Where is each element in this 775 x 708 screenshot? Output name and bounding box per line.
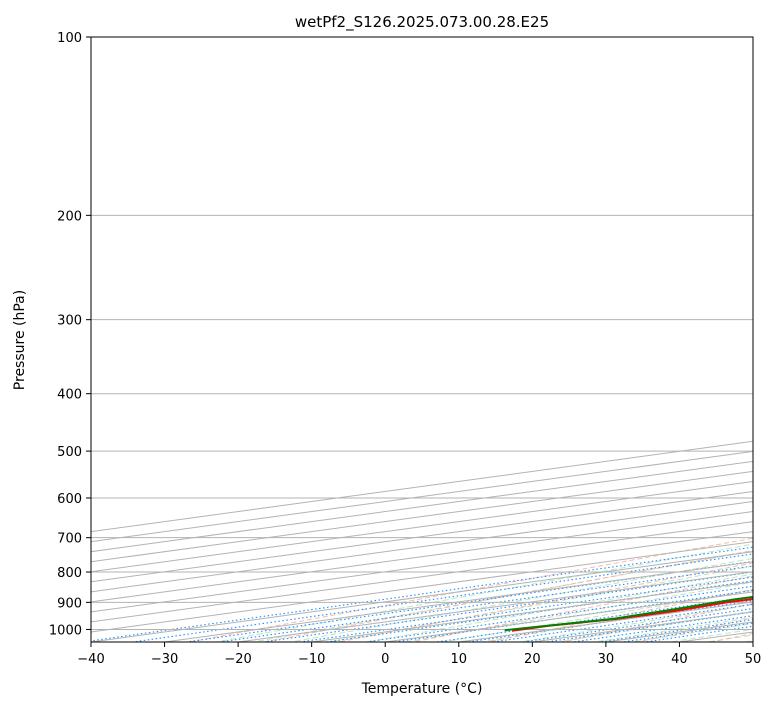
skewed-isotherms [91,440,753,642]
dry-adiabat [186,537,753,642]
isotherm-line [91,490,753,583]
y-tick-label: 400 [57,388,82,403]
x-tick-label: 30 [598,652,615,667]
chart-title: wetPf2_S126.2025.073.00.28.E25 [295,13,549,32]
plot-area: 0.10.20.40.611.52346810131620253036-100-… [91,37,753,642]
y-tick-label: 600 [57,492,82,507]
y-axis-title: Pressure (hPa) [12,290,28,390]
y-tick-label: 300 [57,314,82,329]
y-axis: 1000 900 800 700 600 500 400 300 200 100 [49,31,91,638]
dry-adiabat [336,562,753,642]
isotherm-line [91,521,753,613]
dry-adiabat [261,549,753,642]
x-tick-label: −10 [298,652,325,667]
plot-frame [90,36,754,643]
y-tick-label: 800 [57,566,82,581]
x-tick-label: 20 [524,652,541,667]
y-tick-label: 900 [57,596,82,611]
y-tick-label: 200 [57,209,82,224]
x-tick-label: 0 [381,652,389,667]
dry-adiabat [485,588,753,642]
y-tick-label: 500 [57,445,82,460]
x-tick-label: −40 [77,652,104,667]
x-tick-label: −20 [224,652,251,667]
x-tick-label: 10 [451,652,468,667]
isotherm-line [91,501,753,593]
isotherm-line [91,541,753,633]
x-axis: −40 −30 −20 −10 0 10 20 30 40 50 [77,642,761,667]
y-tick-label: 100 [57,31,82,46]
isobar-gridlines [91,37,753,630]
y-tick-label: 700 [57,532,82,547]
x-tick-label: 50 [745,652,762,667]
moist-adiabat [554,610,753,642]
isotherm-line [91,470,753,563]
x-tick-label: 40 [671,652,688,667]
x-axis-title: Temperature (°C) [361,681,483,697]
moist-adiabat [401,581,753,642]
y-tick-label: 1000 [49,623,82,638]
isotherm-line [91,480,753,573]
moist-adiabat [213,543,753,642]
x-tick-label: −30 [151,652,178,667]
isotherm-line [91,531,753,623]
moist-adiabat [325,565,753,642]
moist-adiabat [250,550,753,642]
isotherm-line [91,460,753,553]
dry-adiabats [186,537,753,642]
isotherm-line [91,511,753,603]
